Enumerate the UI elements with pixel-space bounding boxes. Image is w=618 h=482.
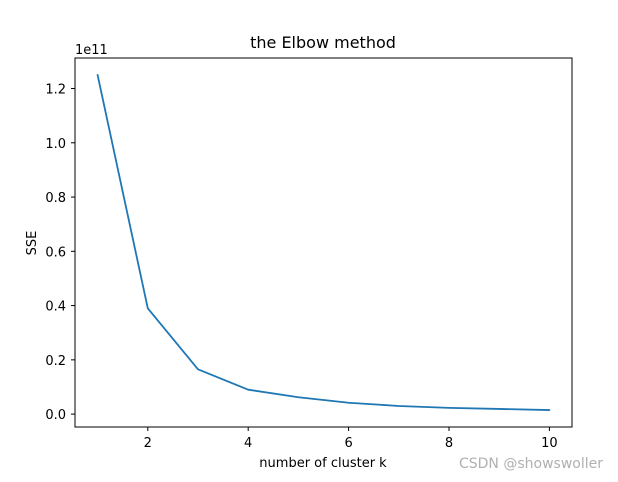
plot-area: 2 4 6 8 10 0.0 0.2 0.4 0.6 0.8 1.0 1.2 [45, 57, 573, 451]
y-axis-label: SSE [25, 231, 40, 256]
y-tick-label: 0.6 [45, 245, 66, 260]
series-line [96, 74, 551, 411]
axes-frame [74, 57, 573, 428]
watermark: CSDN @showswoller [458, 456, 603, 472]
y-tick-label: 0.4 [45, 300, 66, 315]
y-offset-label: 1e11 [75, 43, 108, 58]
x-tick-label: 4 [244, 436, 252, 451]
y-tick-label: 1.0 [45, 137, 66, 152]
y-tick-label: 0.2 [45, 354, 66, 369]
x-tick-label: 2 [144, 436, 152, 451]
x-tick-label: 6 [344, 436, 352, 451]
y-tick-label: 0.8 [45, 191, 66, 206]
x-tick-label: 8 [445, 436, 453, 451]
y-tick-label: 1.2 [45, 83, 66, 98]
chart-title: the Elbow method [250, 33, 396, 52]
x-tick-label: 10 [541, 436, 558, 451]
x-axis-label: number of cluster k [259, 456, 387, 471]
y-tick-label: 0.0 [45, 408, 66, 423]
